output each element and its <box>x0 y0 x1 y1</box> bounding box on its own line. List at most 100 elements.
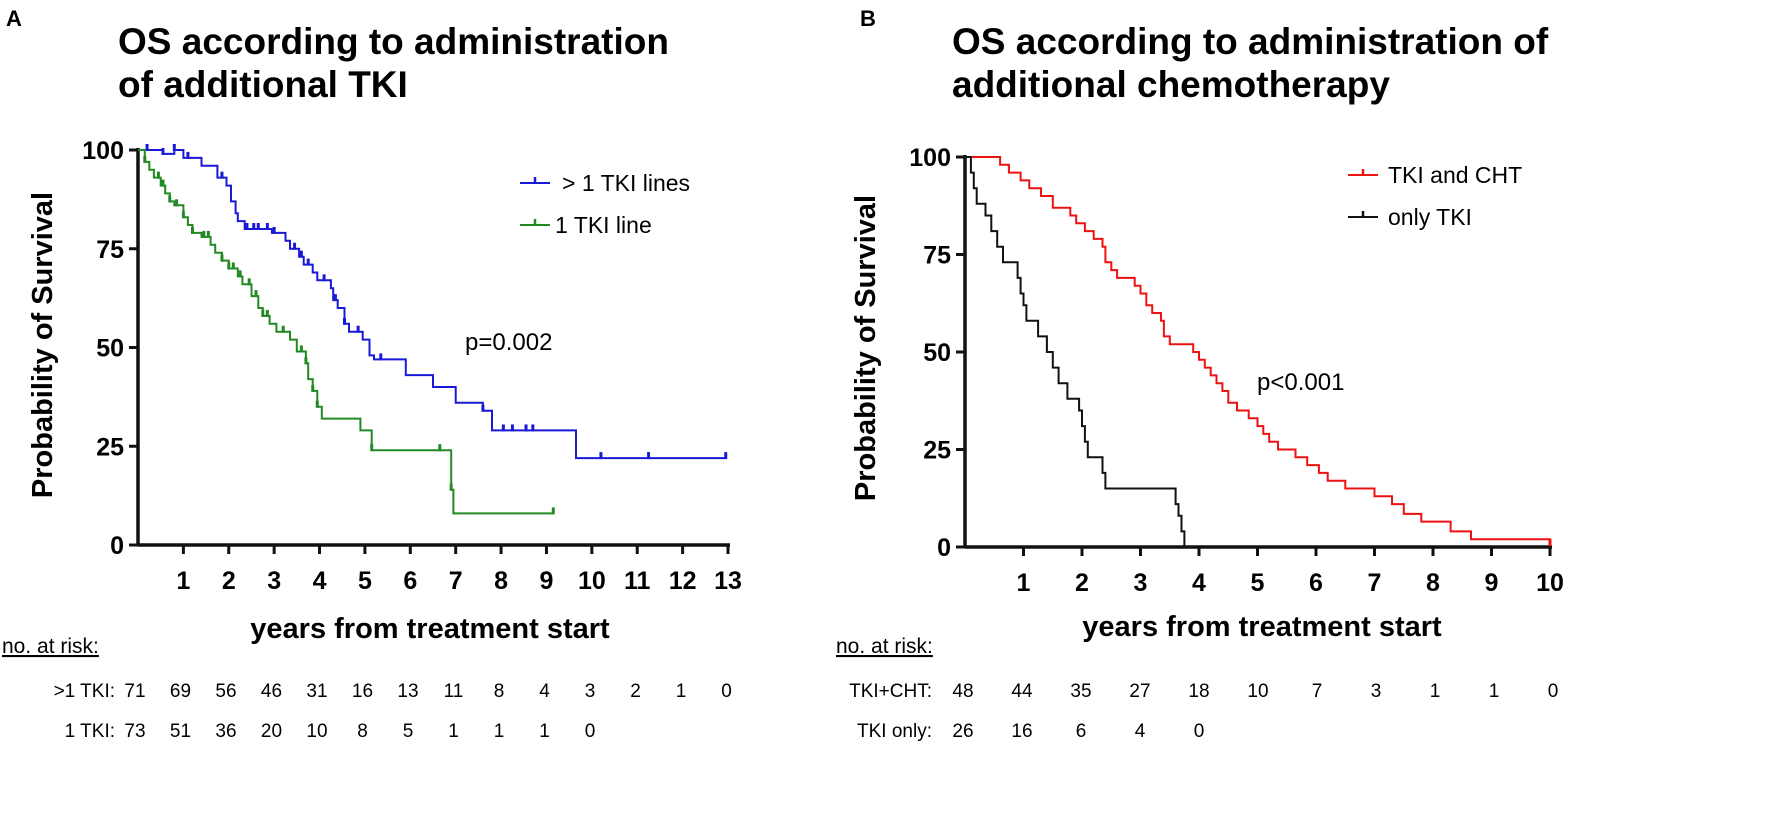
x-tick-label: 6 <box>1309 569 1323 597</box>
risk-value: 8 <box>494 681 505 702</box>
x-tick-label: 8 <box>1426 569 1440 597</box>
risk-value: 1 <box>448 721 459 742</box>
x-tick-label: 4 <box>313 567 327 595</box>
risk-value: 5 <box>403 721 414 742</box>
x-tick-label: 11 <box>624 567 651 595</box>
risk-value: 31 <box>306 681 327 702</box>
risk-row-label: TKI only: <box>857 721 932 742</box>
x-tick-label: 9 <box>1485 569 1499 597</box>
km-curve-b-1 <box>965 156 1551 545</box>
x-tick-label: 8 <box>494 567 508 595</box>
chart-title-line: OS according to administration of <box>952 21 1549 62</box>
y-tick-label: 75 <box>923 242 951 270</box>
risk-value: 20 <box>261 721 282 742</box>
x-tick-label: 10 <box>578 567 606 595</box>
risk-value: 26 <box>952 721 973 742</box>
risk-value: 0 <box>721 681 732 702</box>
legend-label: 1 TKI line <box>555 212 652 238</box>
risk-value: 56 <box>215 681 236 702</box>
y-tick-label: 25 <box>923 437 951 465</box>
x-tick-label: 9 <box>540 567 554 595</box>
risk-value: 44 <box>1011 681 1033 702</box>
legend-label: TKI and CHT <box>1388 162 1522 188</box>
risk-row-label: >1 TKI: <box>54 681 115 702</box>
risk-value: 4 <box>1135 721 1146 742</box>
x-tick-label: 12 <box>669 567 697 595</box>
risk-value: 1 <box>676 681 687 702</box>
y-tick-label: 100 <box>909 144 951 172</box>
x-tick-label: 5 <box>1251 569 1265 597</box>
risk-value: 71 <box>124 681 145 702</box>
risk-table-title: no. at risk: <box>2 635 99 658</box>
risk-value: 0 <box>1194 721 1205 742</box>
risk-value: 6 <box>1076 721 1087 742</box>
p-value: p<0.001 <box>1257 369 1344 396</box>
risk-value: 51 <box>170 721 191 742</box>
x-tick-label: 6 <box>403 567 417 595</box>
risk-row-label: 1 TKI: <box>65 721 115 742</box>
km-curve-b-2 <box>965 156 1186 547</box>
risk-value: 7 <box>1312 681 1323 702</box>
x-tick-label: 1 <box>1017 569 1031 597</box>
x-tick-label: 10 <box>1536 569 1564 597</box>
x-axis-label: years from treatment start <box>250 613 610 645</box>
y-axis-label: Probability of Survival <box>27 192 59 498</box>
risk-value: 0 <box>585 721 596 742</box>
x-axis-label: years from treatment start <box>1082 611 1442 643</box>
risk-value: 1 <box>539 721 550 742</box>
p-value: p=0.002 <box>465 329 552 356</box>
risk-value: 16 <box>1011 721 1032 742</box>
risk-value: 48 <box>952 681 973 702</box>
risk-value: 11 <box>444 681 464 702</box>
x-tick-label: 1 <box>176 567 190 595</box>
risk-value: 1 <box>1430 681 1441 702</box>
risk-value: 2 <box>630 681 641 702</box>
risk-value: 0 <box>1548 681 1559 702</box>
risk-value: 36 <box>215 721 236 742</box>
y-axis-label: Probability of Survival <box>850 195 882 501</box>
x-tick-label: 2 <box>222 567 236 595</box>
legend-label: only TKI <box>1388 204 1472 230</box>
panel-letter: B <box>860 6 876 31</box>
risk-value: 69 <box>170 681 191 702</box>
risk-value: 8 <box>357 721 368 742</box>
risk-value: 3 <box>1371 681 1382 702</box>
legend-label: > 1 TKI lines <box>562 170 690 196</box>
risk-value: 18 <box>1188 681 1209 702</box>
risk-value: 1 <box>1489 681 1500 702</box>
km-curve-a-1 <box>138 149 726 460</box>
risk-value: 16 <box>352 681 373 702</box>
chart-title-line: OS according to administration <box>118 21 669 62</box>
x-tick-label: 2 <box>1075 569 1089 597</box>
risk-table-title: no. at risk: <box>836 635 933 658</box>
x-tick-label: 4 <box>1192 569 1206 597</box>
y-tick-label: 0 <box>110 532 124 560</box>
risk-value: 46 <box>261 681 282 702</box>
y-tick-label: 50 <box>96 335 124 363</box>
risk-value: 4 <box>539 681 550 702</box>
chart-panel-b: B OS according to administration ofadditi… <box>836 6 1564 742</box>
chart-title-line: of additional TKI <box>118 64 408 105</box>
x-tick-label: 3 <box>1134 569 1148 597</box>
x-tick-label: 7 <box>449 567 463 595</box>
x-tick-label: 3 <box>267 567 281 595</box>
x-tick-label: 13 <box>714 567 742 595</box>
x-tick-label: 7 <box>1368 569 1382 597</box>
risk-value: 10 <box>1247 681 1268 702</box>
y-tick-label: 0 <box>937 534 951 562</box>
y-tick-label: 75 <box>96 236 124 264</box>
y-tick-label: 100 <box>82 137 124 165</box>
risk-value: 10 <box>306 721 327 742</box>
risk-value: 73 <box>124 721 145 742</box>
risk-row-label: TKI+CHT: <box>849 681 932 702</box>
risk-value: 27 <box>1129 681 1150 702</box>
x-tick-label: 5 <box>358 567 372 595</box>
risk-value: 13 <box>397 681 418 702</box>
y-tick-label: 50 <box>923 339 951 367</box>
risk-value: 35 <box>1070 681 1091 702</box>
chart-title-line: additional chemotherapy <box>952 64 1390 105</box>
panel-letter: A <box>6 6 22 31</box>
risk-value: 1 <box>494 721 505 742</box>
